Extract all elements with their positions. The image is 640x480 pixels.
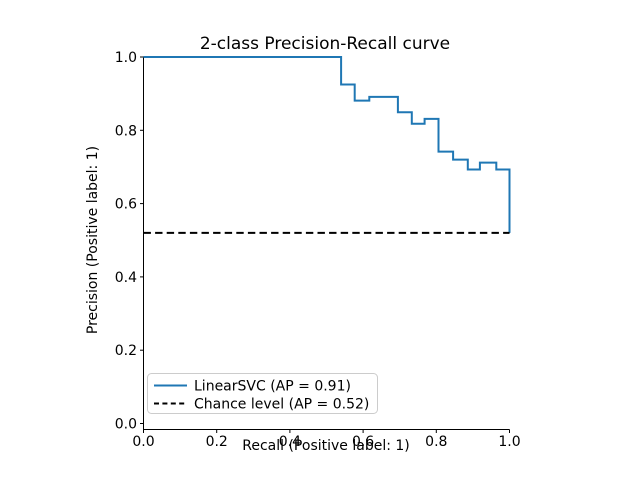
plot-area — [143, 56, 511, 234]
x-tick-label: 0.4 — [279, 434, 301, 450]
y-tick-label: 0.0 — [115, 417, 137, 433]
legend-linearsvc-label: LinearSVC (AP = 0.91) — [194, 379, 351, 395]
y-tick-label: 0.2 — [115, 343, 137, 359]
legend-box — [147, 373, 378, 414]
x-tick-label: 0.0 — [132, 434, 154, 450]
chart-title: 2-class Precision-Recall curve — [200, 34, 450, 54]
x-tick-label: 0.2 — [206, 434, 228, 450]
y-axis-label: Precision (Positive label: 1) — [85, 146, 101, 334]
x-tick-label: 0.6 — [352, 434, 374, 450]
y-tick-label: 1.0 — [115, 50, 137, 66]
x-axis-label: Recall (Positive label: 1) — [242, 438, 410, 454]
y-tick-label: 0.6 — [115, 197, 137, 213]
axes: 0.0 0.2 0.4 0.6 0.8 1.0 0.0 0.2 0.4 0.6 0.8 1.0 — [115, 50, 521, 450]
pr-curve-line — [143, 56, 511, 233]
x-tick-label: 0.8 — [425, 434, 447, 450]
y-tick-label: 0.8 — [115, 123, 137, 139]
legend-chance-label: Chance level (AP = 0.52) — [194, 397, 369, 413]
y-tick-label: 0.4 — [115, 270, 137, 286]
legend: LinearSVC (AP = 0.91) Chance level (AP =… — [147, 373, 378, 414]
x-tick-label: 1.0 — [498, 434, 520, 450]
